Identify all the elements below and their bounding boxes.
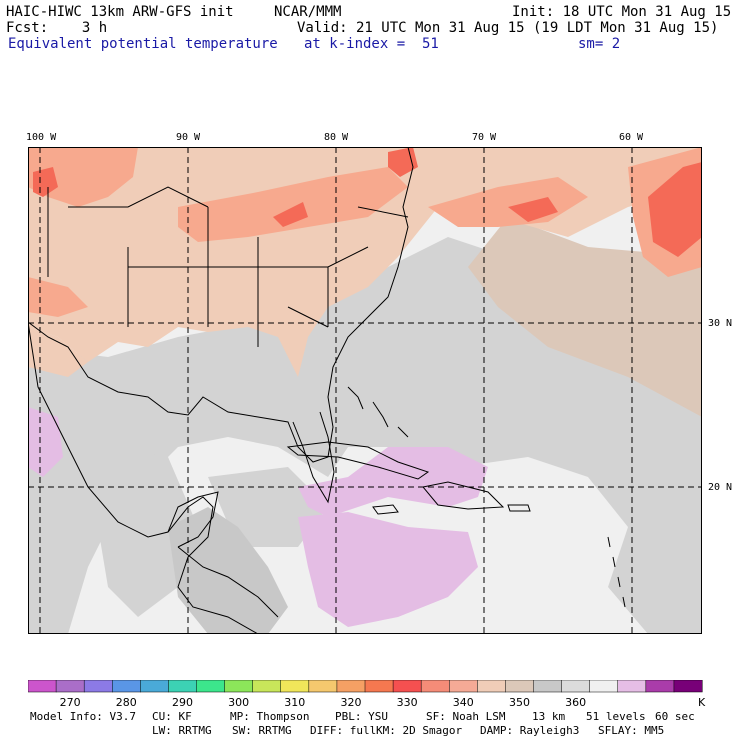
map-frame (28, 147, 702, 634)
colorbar-box (505, 680, 535, 693)
colorbar-box (364, 680, 394, 693)
colorbar-box (561, 680, 591, 693)
colorbar-tick-label: 270 (60, 696, 81, 709)
colorbar-box (55, 680, 85, 693)
field-name: Equivalent potential temperature (8, 36, 278, 52)
colorbar-box (224, 680, 254, 693)
colorbar-tick-label: 310 (284, 696, 305, 709)
level-info: at k-index = 51 (304, 36, 439, 52)
surface-layer-option: SFLAY: MM5 (598, 724, 665, 737)
damping-option: DAMP: Rayleigh3 (480, 724, 580, 737)
lon-label-80w: 80 W (324, 132, 349, 143)
colorbar-box (589, 680, 619, 693)
vertical-levels: 51 levels (586, 710, 646, 723)
colorbar-box (28, 680, 57, 693)
colorbar-box (617, 680, 647, 693)
colorbar-box (533, 680, 563, 693)
colorbar-box (140, 680, 169, 693)
init-time: Init: 18 UTC Mon 31 Aug 15 (512, 4, 732, 20)
theta-e-map (28, 147, 702, 634)
central-america-shading (168, 507, 288, 634)
colorbar-box (308, 680, 338, 693)
valid-time: Valid: 21 UTC Mon 31 Aug 15 (19 LDT Mon … (297, 20, 719, 36)
colorbar-box (252, 680, 282, 693)
grid-spacing: 13 km (532, 710, 566, 723)
colorbar-box (196, 680, 226, 693)
red-shading (33, 147, 702, 257)
km-option: KM: 2D Smagor (376, 724, 463, 737)
smoothing-info: sm= 2 (578, 36, 621, 52)
colorbar-box (168, 680, 198, 693)
colorbar-tick-label: 330 (397, 696, 418, 709)
coastlines (28, 147, 626, 634)
colorbar-box (83, 680, 113, 693)
longwave-scheme: LW: RRTMG (152, 724, 212, 737)
colorbar-unit: K (698, 696, 706, 709)
lilac-shading (28, 407, 488, 627)
microphysics-scheme: MP: Thompson (230, 710, 310, 723)
colorbar-tick-label: 340 (453, 696, 474, 709)
colorbar-box (112, 680, 141, 693)
colorbar-box (477, 680, 506, 693)
colorbar-tick-label: 280 (116, 696, 137, 709)
colorbar-tick-label: 290 (172, 696, 193, 709)
institution: NCAR/MMM (274, 4, 342, 20)
diffusion-option: DIFF: full (310, 724, 377, 737)
shortwave-scheme: SW: RRTMG (232, 724, 292, 737)
colorbar-tick-label: 350 (509, 696, 530, 709)
colorbar-box (645, 680, 675, 693)
colorbar-tick-label: 360 (565, 696, 586, 709)
lat-label-30n: 30 N (708, 318, 733, 329)
graticule (28, 147, 702, 634)
colorbar-tick-label: 320 (341, 696, 362, 709)
colorbar-boxes (28, 680, 703, 693)
colorbar-box (420, 680, 450, 693)
colorbar: 270 280 290 300 310 320 330 340 350 360 K (28, 680, 706, 709)
colorbar-tick-label: 300 (228, 696, 249, 709)
cumulus-scheme: CU: KF (152, 710, 192, 723)
colorbar-box (336, 680, 366, 693)
colorbar-box (280, 680, 310, 693)
colorbar-labels: 270 280 290 300 310 320 330 340 350 360 (60, 696, 586, 709)
colorbar-box (449, 680, 478, 693)
model-version: Model Info: V3.7 (30, 710, 136, 723)
lon-label-60w: 60 W (619, 132, 644, 143)
colorbar-box (673, 680, 703, 693)
model-title: HAIC-HIWC 13km ARW-GFS init (6, 4, 234, 20)
lon-label-90w: 90 W (176, 132, 201, 143)
surface-scheme: SF: Noah LSM (426, 710, 506, 723)
forecast-hour: Fcst: 3 h (6, 20, 108, 36)
pbl-scheme: PBL: YSU (335, 710, 388, 723)
lat-label-20n: 20 N (708, 482, 733, 493)
lon-label-70w: 70 W (472, 132, 497, 143)
tan-grey-shading (468, 217, 702, 417)
time-step: 60 sec (655, 710, 695, 723)
lon-label-100w: 100 W (26, 132, 57, 143)
colorbar-box (392, 680, 422, 693)
